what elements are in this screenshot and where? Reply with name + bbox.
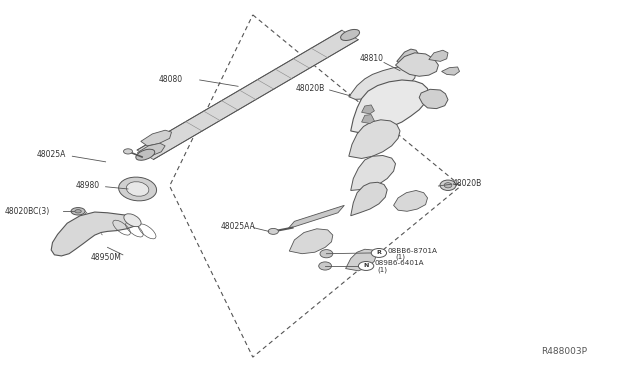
Polygon shape [351,80,429,133]
Circle shape [358,262,374,270]
Ellipse shape [75,209,81,213]
Text: R488003P: R488003P [541,347,587,356]
Circle shape [124,149,132,154]
Text: N: N [364,263,369,269]
Polygon shape [351,182,387,216]
Ellipse shape [136,149,155,160]
Polygon shape [349,66,416,99]
Text: 48980: 48980 [76,182,100,190]
Polygon shape [346,249,376,271]
Polygon shape [137,30,358,160]
Text: 48025AA: 48025AA [221,222,255,231]
Polygon shape [397,49,419,64]
Text: R: R [376,250,381,256]
Ellipse shape [124,214,141,227]
Text: 48020BC(3): 48020BC(3) [5,207,51,216]
Polygon shape [141,130,172,146]
Polygon shape [394,190,428,211]
Ellipse shape [320,250,333,258]
Text: 089B6-6401A: 089B6-6401A [374,260,424,266]
Polygon shape [349,120,400,158]
Polygon shape [362,115,374,124]
Polygon shape [288,205,344,229]
Polygon shape [362,105,374,114]
Polygon shape [351,155,396,190]
Ellipse shape [319,262,332,270]
Polygon shape [289,229,333,254]
Text: 48950M: 48950M [91,253,122,262]
Text: 48020B: 48020B [296,84,325,93]
Text: 48020B: 48020B [453,179,483,187]
Ellipse shape [340,29,360,41]
Text: 48810: 48810 [360,54,384,63]
Text: 48080: 48080 [159,76,183,84]
Ellipse shape [71,208,85,215]
Ellipse shape [440,180,456,190]
Circle shape [371,248,387,257]
Text: (1): (1) [378,267,388,273]
Polygon shape [429,50,448,61]
Circle shape [268,228,278,234]
Ellipse shape [118,177,157,201]
Polygon shape [442,67,460,75]
Polygon shape [396,53,438,76]
Text: (1): (1) [396,253,406,260]
Ellipse shape [444,183,452,188]
Text: 48025A: 48025A [37,150,67,159]
Ellipse shape [126,182,149,196]
Text: 08BB6-8701A: 08BB6-8701A [387,248,437,254]
Polygon shape [138,143,165,157]
Polygon shape [419,89,448,109]
Polygon shape [51,212,138,256]
